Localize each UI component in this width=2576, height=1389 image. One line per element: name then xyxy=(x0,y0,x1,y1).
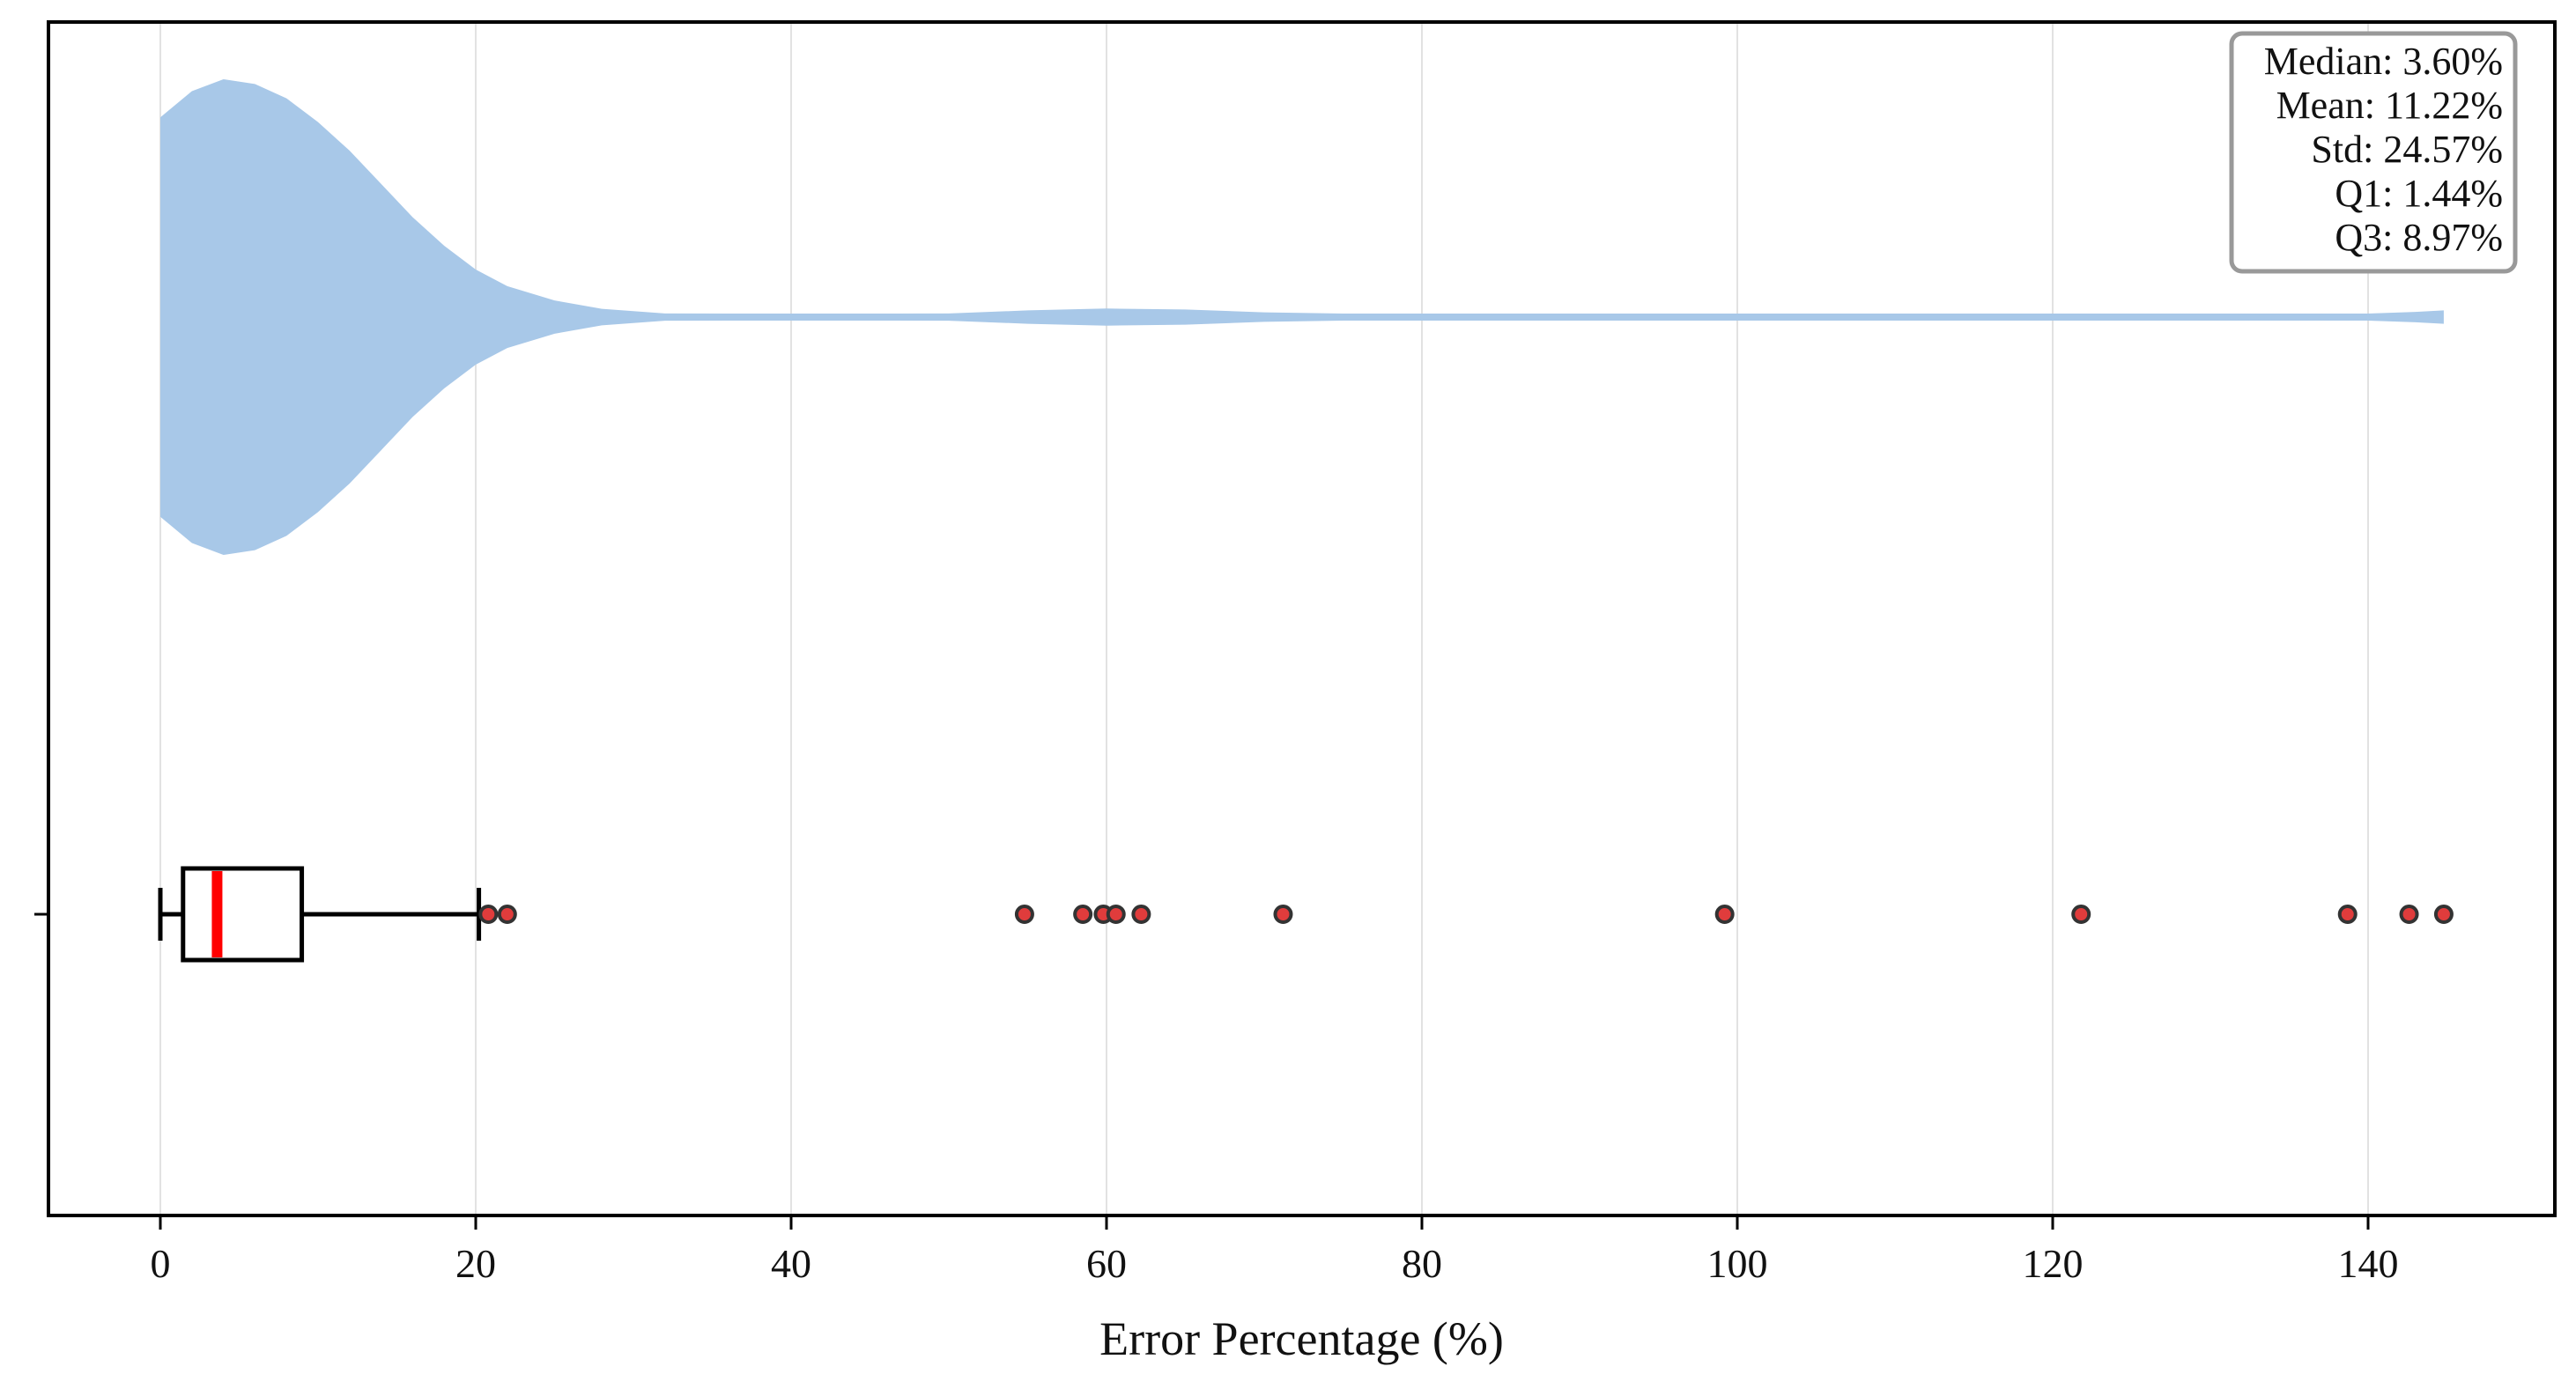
stats-q1: Q1: 1.44% xyxy=(2335,172,2503,215)
outlier-point xyxy=(1131,905,1151,924)
outlier-point xyxy=(2071,905,2091,924)
x-tick-label: 100 xyxy=(1707,1241,1768,1286)
stats-box: Median: 3.60% Mean: 11.22% Std: 24.57% Q… xyxy=(2229,31,2518,274)
x-tick-label: 60 xyxy=(1086,1241,1127,1286)
outlier-point xyxy=(2337,905,2358,924)
outlier-point xyxy=(1014,905,1034,924)
x-axis-label: Error Percentage (%) xyxy=(1099,1312,1504,1365)
x-tick-label: 80 xyxy=(1402,1241,1442,1286)
x-axis: 0 20 40 60 80 100 120 140 xyxy=(34,912,2399,1286)
outlier-point xyxy=(1106,905,1126,924)
x-tick-label: 20 xyxy=(455,1241,496,1286)
stats-q3: Q3: 8.97% xyxy=(2335,216,2503,259)
outlier-point xyxy=(497,905,517,924)
outlier-point xyxy=(1073,905,1093,924)
outlier-point xyxy=(1714,905,1735,924)
x-tick-label: 40 xyxy=(771,1241,811,1286)
x-tick-label: 140 xyxy=(2338,1241,2399,1286)
stats-box-frame xyxy=(2229,31,2518,274)
box-iqr xyxy=(181,866,305,963)
x-tick-label: 0 xyxy=(151,1241,171,1286)
outlier-point xyxy=(2399,905,2419,924)
box-plot xyxy=(158,866,2454,963)
x-tick-label: 120 xyxy=(2023,1241,2084,1286)
violin-body xyxy=(160,79,2444,555)
outlier-point xyxy=(1273,905,1293,924)
outlier-point xyxy=(478,905,499,924)
grid-lines xyxy=(159,22,2369,1215)
stats-std: Std: 24.57% xyxy=(2311,128,2503,171)
stats-mean: Mean: 11.22% xyxy=(2276,84,2503,127)
violin-plot xyxy=(160,79,2444,555)
outlier-point xyxy=(2433,905,2454,924)
plot-frame xyxy=(47,20,2557,1217)
stats-median: Median: 3.60% xyxy=(2264,40,2503,83)
